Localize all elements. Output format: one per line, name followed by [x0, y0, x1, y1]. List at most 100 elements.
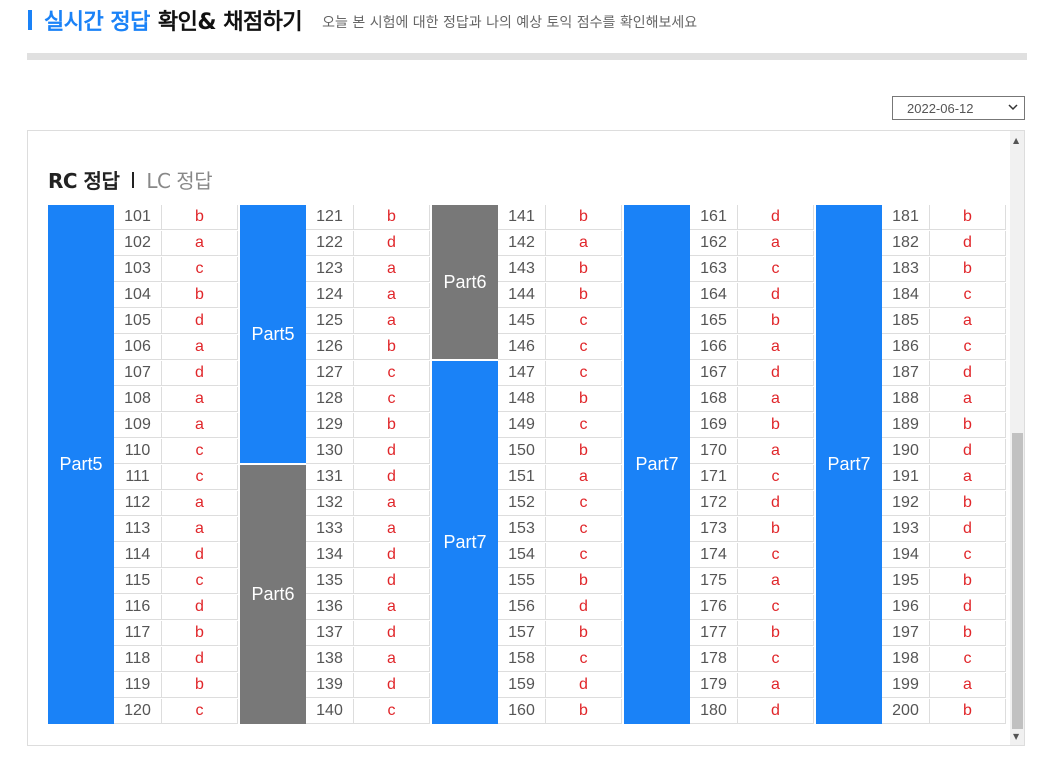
- answer-value: a: [354, 647, 430, 672]
- table-row: 199 a: [882, 673, 1006, 699]
- table-row: 193 d: [882, 517, 1006, 543]
- table-row: 171 c: [690, 465, 814, 491]
- answer-value: b: [738, 517, 814, 542]
- question-number: 146: [498, 335, 546, 360]
- answer-value: d: [546, 595, 622, 620]
- question-number: 162: [690, 231, 738, 256]
- table-row: 183 b: [882, 257, 1006, 283]
- question-number: 148: [498, 387, 546, 412]
- answer-value: b: [930, 699, 1006, 724]
- answer-value: a: [738, 439, 814, 464]
- answer-value: d: [738, 491, 814, 516]
- table-row: 182 d: [882, 231, 1006, 257]
- question-number: 119: [114, 673, 162, 698]
- question-number: 132: [306, 491, 354, 516]
- answer-value: c: [546, 413, 622, 438]
- answer-value: c: [162, 569, 238, 594]
- question-number: 116: [114, 595, 162, 620]
- answer-value: c: [546, 309, 622, 334]
- question-number: 111: [114, 465, 162, 490]
- table-row: 124 a: [306, 283, 430, 309]
- question-number: 153: [498, 517, 546, 542]
- answer-value: a: [162, 517, 238, 542]
- header-divider: [27, 53, 1027, 60]
- question-number: 125: [306, 309, 354, 334]
- page-title: 확인& 채점하기: [157, 10, 303, 35]
- question-number: 170: [690, 439, 738, 464]
- question-number: 104: [114, 283, 162, 308]
- answer-value: a: [354, 517, 430, 542]
- table-row: 126 b: [306, 335, 430, 361]
- part-label: Part7: [624, 205, 690, 724]
- answer-value: b: [354, 413, 430, 438]
- table-row: 139 d: [306, 673, 430, 699]
- scrollbar[interactable]: ▲ ▼: [1010, 131, 1024, 745]
- answer-value: c: [738, 543, 814, 568]
- table-row: 133 a: [306, 517, 430, 543]
- question-number: 123: [306, 257, 354, 282]
- question-number: 199: [882, 673, 930, 698]
- table-row: 108 a: [114, 387, 238, 413]
- question-number: 124: [306, 283, 354, 308]
- page-subtitle: 오늘 본 시험에 대한 정답과 나의 예상 토익 점수를 확인해보세요: [322, 15, 698, 31]
- question-number: 157: [498, 621, 546, 646]
- answer-value: c: [546, 543, 622, 568]
- answer-value: b: [930, 491, 1006, 516]
- table-row: 103 c: [114, 257, 238, 283]
- answer-value: a: [162, 491, 238, 516]
- answer-value: a: [930, 465, 1006, 490]
- answer-value: a: [354, 491, 430, 516]
- table-row: 101 b: [114, 205, 238, 231]
- question-number: 126: [306, 335, 354, 360]
- table-row: 176 c: [690, 595, 814, 621]
- question-number: 127: [306, 361, 354, 386]
- tab-rc-answers[interactable]: RC 정답: [48, 169, 120, 193]
- question-number: 186: [882, 335, 930, 360]
- scroll-down-arrow-icon[interactable]: ▼: [1013, 732, 1020, 741]
- table-row: 138 a: [306, 647, 430, 673]
- table-row: 177 b: [690, 621, 814, 647]
- answer-value: b: [162, 673, 238, 698]
- question-number: 172: [690, 491, 738, 516]
- question-number: 138: [306, 647, 354, 672]
- question-number: 163: [690, 257, 738, 282]
- question-number: 161: [690, 205, 738, 230]
- answer-value: b: [546, 387, 622, 412]
- answer-value: b: [930, 413, 1006, 438]
- table-row: 188 a: [882, 387, 1006, 413]
- table-row: 181 b: [882, 205, 1006, 231]
- question-number: 151: [498, 465, 546, 490]
- scrollbar-thumb[interactable]: [1012, 433, 1023, 729]
- question-number: 196: [882, 595, 930, 620]
- table-row: 185 a: [882, 309, 1006, 335]
- answer-value: c: [162, 257, 238, 282]
- question-number: 101: [114, 205, 162, 230]
- table-row: 117 b: [114, 621, 238, 647]
- date-select[interactable]: 2022-06-12: [892, 96, 1025, 120]
- table-row: 150 b: [498, 439, 622, 465]
- question-number: 136: [306, 595, 354, 620]
- answer-value: a: [162, 387, 238, 412]
- table-row: 121 b: [306, 205, 430, 231]
- answer-value: a: [738, 569, 814, 594]
- question-number: 118: [114, 647, 162, 672]
- question-number: 103: [114, 257, 162, 282]
- table-row: 161 d: [690, 205, 814, 231]
- answer-value: c: [930, 283, 1006, 308]
- table-row: 173 b: [690, 517, 814, 543]
- scroll-up-arrow-icon[interactable]: ▲: [1013, 136, 1020, 145]
- page-title-highlight: 실시간 정답: [44, 10, 150, 35]
- table-row: 122 d: [306, 231, 430, 257]
- table-row: 118 d: [114, 647, 238, 673]
- question-number: 195: [882, 569, 930, 594]
- tab-lc-answers[interactable]: LC 정답: [146, 169, 213, 193]
- table-row: 120 c: [114, 699, 238, 725]
- answer-value: b: [738, 413, 814, 438]
- answer-value: a: [738, 335, 814, 360]
- question-number: 184: [882, 283, 930, 308]
- question-number: 200: [882, 699, 930, 724]
- question-number: 198: [882, 647, 930, 672]
- question-number: 187: [882, 361, 930, 386]
- table-row: 186 c: [882, 335, 1006, 361]
- table-row: 179 a: [690, 673, 814, 699]
